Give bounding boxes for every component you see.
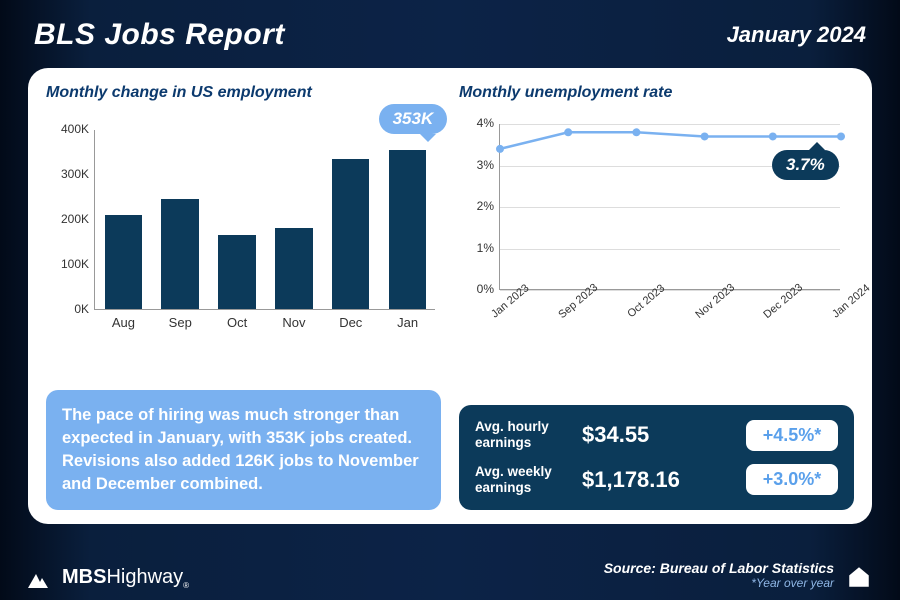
- earnings-value: $34.55: [582, 422, 734, 448]
- y-axis-tick: 400K: [61, 122, 95, 136]
- source-note: *Year over year: [604, 576, 834, 590]
- earnings-row-hourly: Avg. hourly earnings $34.55 +4.5%*: [475, 419, 838, 451]
- bar-chart-title: Monthly change in US employment: [46, 84, 441, 102]
- line-chart: 0%1%2%3%4%Jan 2023Sep 2023Oct 2023Nov 20…: [459, 110, 854, 340]
- brand-icon: [28, 568, 56, 588]
- left-column: Monthly change in US employment 0K 100K 20…: [46, 84, 441, 510]
- y-axis-tick: 300K: [61, 167, 95, 181]
- line-chart-title: Monthly unemployment rate: [459, 84, 854, 102]
- earnings-value: $1,178.16: [582, 467, 734, 493]
- x-axis-label: Aug: [112, 309, 135, 330]
- bar: [389, 150, 427, 309]
- x-axis-label: Jan: [397, 309, 418, 330]
- earnings-box: Avg. hourly earnings $34.55 +4.5%* Avg. …: [459, 405, 854, 510]
- header: BLS Jobs Report January 2024: [0, 0, 900, 62]
- earnings-label: Avg. weekly earnings: [475, 464, 570, 496]
- brand-bold: MBS: [62, 566, 106, 588]
- report-period: January 2024: [727, 22, 866, 48]
- bar: [218, 235, 256, 309]
- line-chart-callout: 3.7%: [772, 150, 839, 180]
- bar: [105, 215, 143, 310]
- bar-chart: 0K100K200K300K400KAugSepOctNovDecJan353K: [46, 110, 441, 340]
- earnings-change-pill: +4.5%*: [746, 420, 838, 451]
- bar: [332, 159, 370, 309]
- y-axis-tick: 200K: [61, 212, 95, 226]
- footer: MBSHighway® Source: Bureau of Labor Stat…: [28, 560, 872, 590]
- x-axis-label: Nov: [282, 309, 305, 330]
- y-axis-tick: 3%: [477, 158, 500, 172]
- x-axis-label: Oct: [227, 309, 247, 330]
- y-axis-tick: 1%: [477, 241, 500, 255]
- source-text: Source: Bureau of Labor Statistics: [604, 560, 834, 576]
- y-axis-tick: 100K: [61, 257, 95, 271]
- bar-chart-callout: 353K: [379, 104, 448, 134]
- brand-logo: MBSHighway®: [28, 566, 189, 590]
- bar: [275, 228, 313, 309]
- content-card: Monthly change in US employment 0K 100K 20…: [28, 68, 872, 524]
- x-axis-label: Dec: [339, 309, 362, 330]
- right-column: Monthly unemployment rate 0%1%2%3%4%Jan …: [459, 84, 854, 510]
- earnings-label: Avg. hourly earnings: [475, 419, 570, 451]
- equal-housing-icon: [846, 564, 872, 590]
- y-axis-tick: 4%: [477, 116, 500, 130]
- source-block: Source: Bureau of Labor Statistics *Year…: [604, 560, 834, 590]
- summary-box: The pace of hiring was much stronger tha…: [46, 390, 441, 510]
- page-title: BLS Jobs Report: [34, 18, 285, 52]
- x-axis-label: Sep: [169, 309, 192, 330]
- y-axis-tick: 0K: [74, 302, 95, 316]
- earnings-change-pill: +3.0%*: [746, 464, 838, 495]
- y-axis-tick: 2%: [477, 199, 500, 213]
- bar: [161, 199, 199, 309]
- earnings-row-weekly: Avg. weekly earnings $1,178.16 +3.0%*: [475, 464, 838, 496]
- brand-light: Highway: [106, 566, 183, 588]
